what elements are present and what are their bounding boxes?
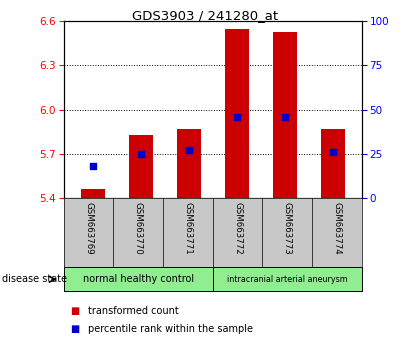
Text: transformed count: transformed count [88, 306, 179, 316]
Bar [129, 135, 152, 198]
Text: GSM663773: GSM663773 [283, 202, 292, 255]
Point [282, 114, 288, 120]
Text: normal healthy control: normal healthy control [83, 274, 194, 284]
Point [89, 164, 96, 169]
Text: ■: ■ [70, 306, 79, 316]
Point [185, 148, 192, 153]
Text: GSM663774: GSM663774 [332, 202, 342, 255]
Text: intracranial arterial aneurysm: intracranial arterial aneurysm [227, 275, 348, 284]
Point [330, 149, 336, 155]
Text: GDS3903 / 241280_at: GDS3903 / 241280_at [132, 9, 279, 22]
Bar [321, 129, 345, 198]
Text: GSM663772: GSM663772 [233, 202, 242, 255]
Text: percentile rank within the sample: percentile rank within the sample [88, 324, 253, 333]
Text: GSM663771: GSM663771 [183, 202, 192, 255]
Bar [81, 189, 104, 198]
Point [137, 151, 144, 157]
Text: disease state: disease state [2, 274, 67, 284]
Text: ■: ■ [70, 324, 79, 333]
Text: GSM663769: GSM663769 [84, 202, 93, 254]
Bar [225, 29, 249, 198]
Text: GSM663770: GSM663770 [134, 202, 143, 255]
Bar [177, 129, 201, 198]
Point [233, 114, 240, 120]
Bar [273, 32, 297, 198]
